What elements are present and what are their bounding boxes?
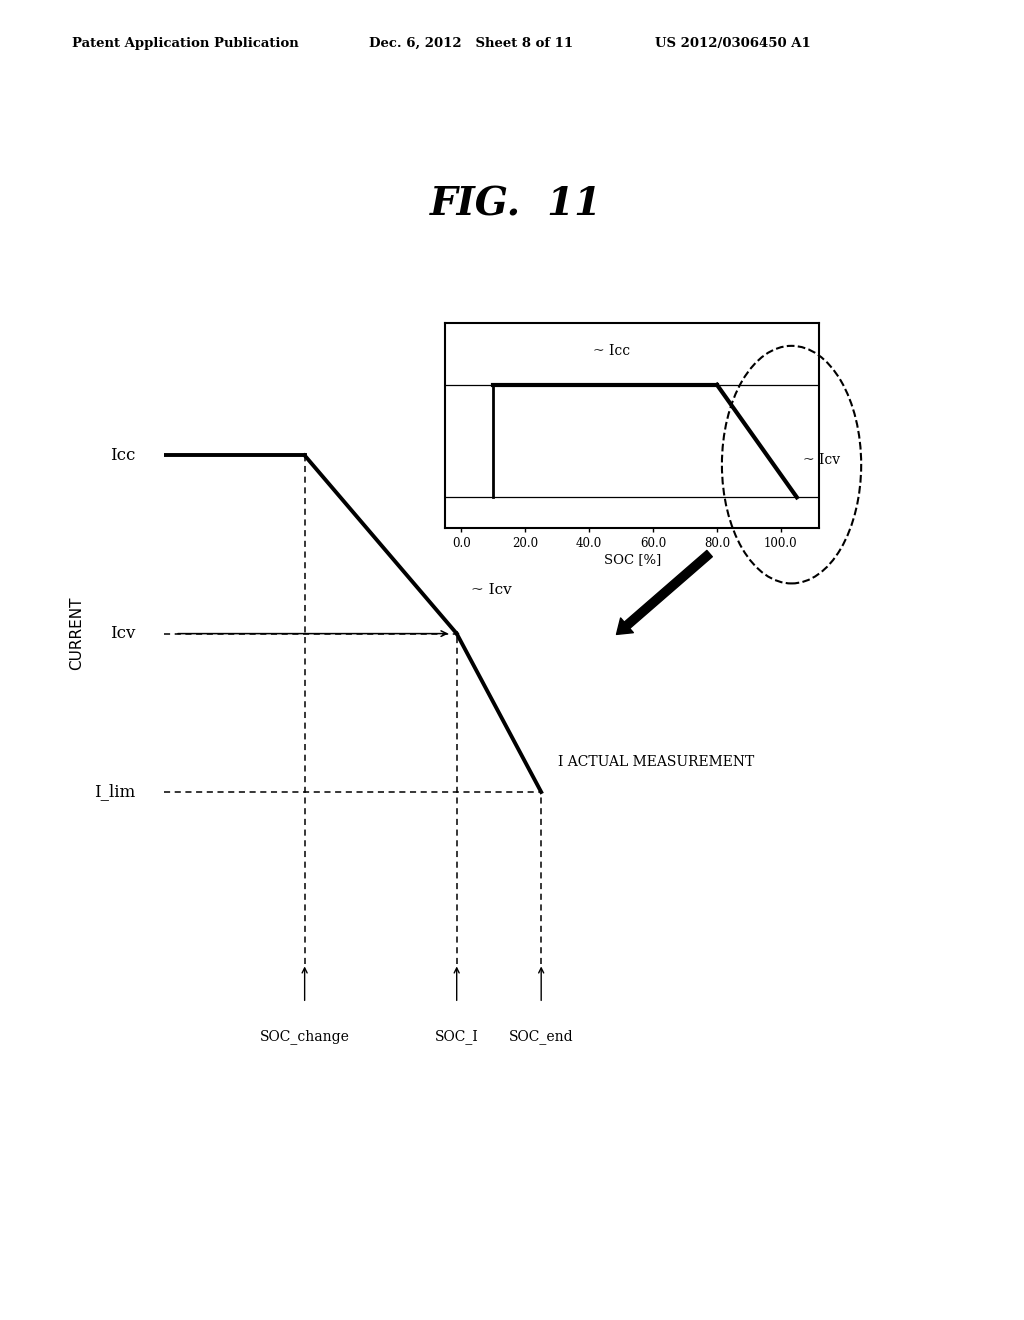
Text: ~ Icv: ~ Icv xyxy=(471,583,512,597)
X-axis label: SOC [%]: SOC [%] xyxy=(604,553,660,566)
Text: Dec. 6, 2012   Sheet 8 of 11: Dec. 6, 2012 Sheet 8 of 11 xyxy=(369,37,572,50)
Text: SOC_change: SOC_change xyxy=(260,1030,349,1044)
Text: I_lim: I_lim xyxy=(94,784,135,800)
Text: Icc: Icc xyxy=(111,447,135,463)
Text: US 2012/0306450 A1: US 2012/0306450 A1 xyxy=(655,37,811,50)
Text: CURRENT: CURRENT xyxy=(69,597,84,671)
Text: SOC_I: SOC_I xyxy=(435,1030,478,1044)
Text: ~ Icc: ~ Icc xyxy=(593,345,630,358)
Text: Icv: Icv xyxy=(111,626,135,642)
Text: FIG.  11: FIG. 11 xyxy=(430,186,602,223)
Text: SOC_end: SOC_end xyxy=(509,1030,573,1044)
Text: ~ Icv: ~ Icv xyxy=(803,454,841,467)
Text: Patent Application Publication: Patent Application Publication xyxy=(72,37,298,50)
Text: I ACTUAL MEASUREMENT: I ACTUAL MEASUREMENT xyxy=(558,755,755,768)
